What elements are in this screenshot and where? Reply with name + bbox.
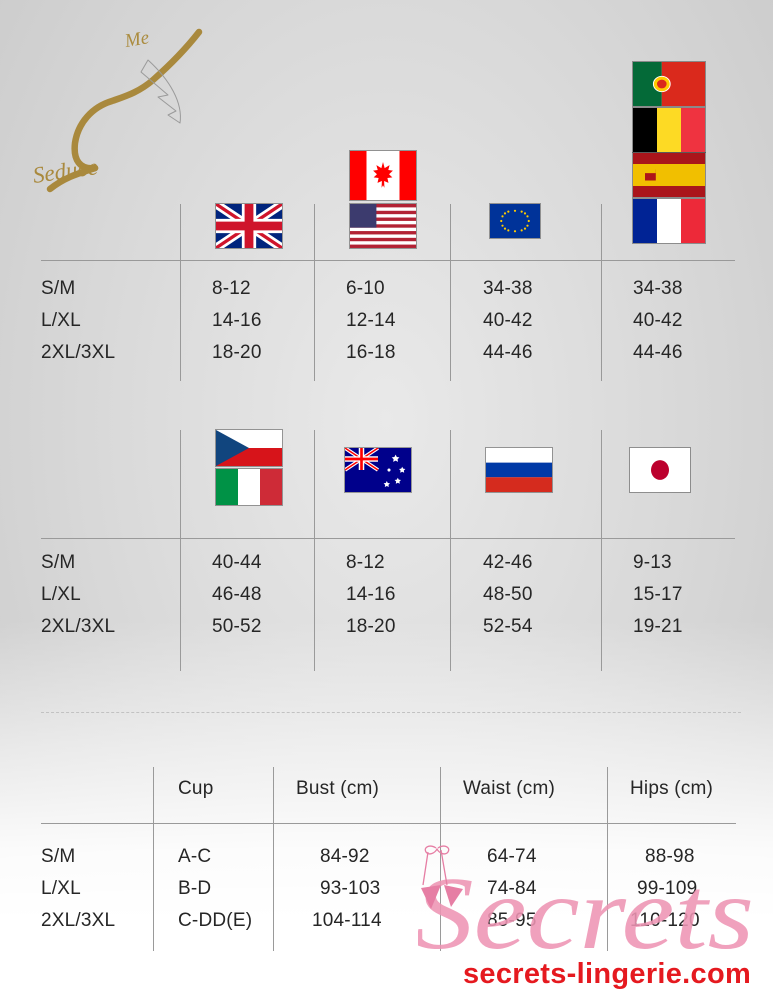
svg-text:Me: Me — [122, 27, 151, 52]
svg-text:Seduce: Seduce — [31, 154, 99, 188]
